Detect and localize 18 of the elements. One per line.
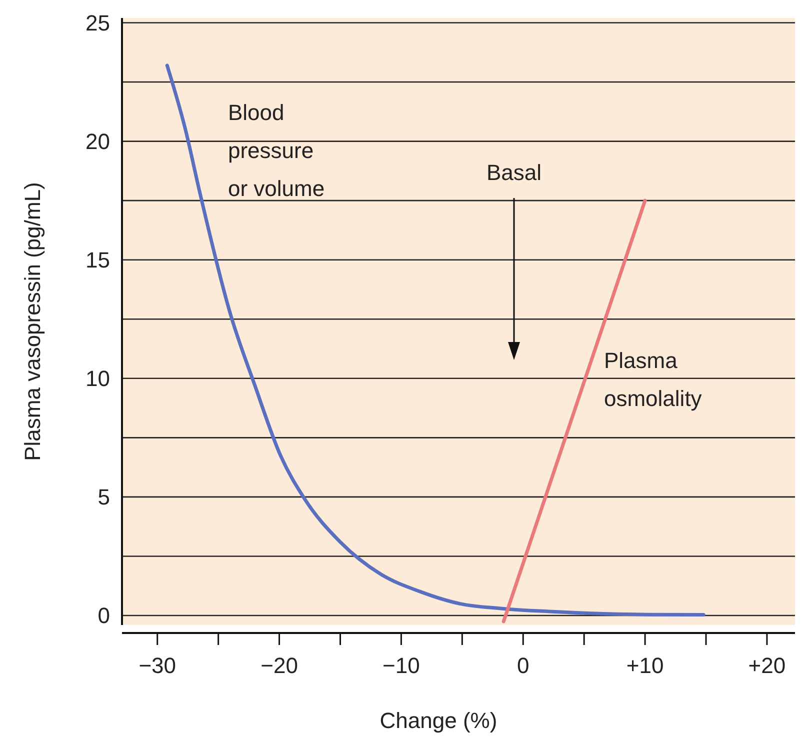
x-tick-label: −20 — [260, 653, 298, 678]
x-tick-label: 0 — [516, 653, 530, 678]
y-axis-title: Plasma vasopressin (pg/mL) — [20, 182, 45, 461]
y-tick-label: 15 — [86, 248, 110, 273]
y-tick-label: 20 — [86, 128, 110, 154]
x-axis-title: Change (%) — [380, 708, 498, 733]
x-tick-label: +20 — [748, 653, 786, 678]
x-tick-label: −10 — [382, 653, 420, 678]
x-tick-label: −30 — [138, 653, 176, 678]
line-series — [165, 64, 706, 617]
annotation: Basal — [486, 160, 542, 185]
series-label: Blood pressure or volume — [228, 100, 325, 201]
x-tick-label: +10 — [626, 653, 664, 678]
y-tick-label: 25 — [86, 10, 110, 36]
y-tick-label: 0 — [98, 603, 110, 628]
y-tick-label: 5 — [98, 484, 110, 510]
series-label: Plasma osmolality — [604, 348, 702, 411]
y-tick-label: 10 — [86, 366, 110, 392]
